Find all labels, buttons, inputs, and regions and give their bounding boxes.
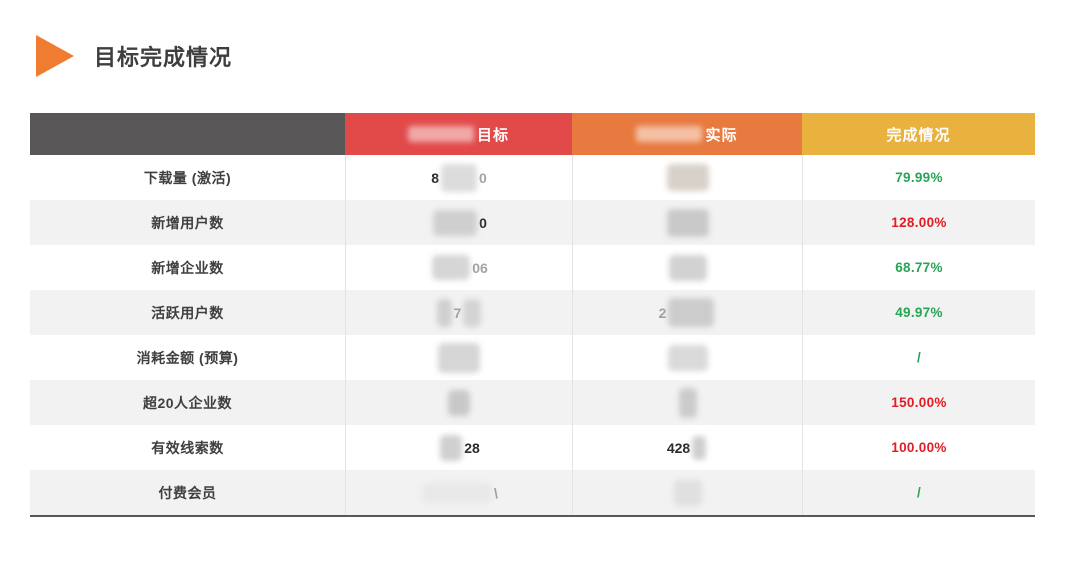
redacted-value — [432, 255, 471, 280]
cell-actual — [572, 155, 802, 200]
redacted-value — [667, 344, 708, 371]
row-label: 新增用户数 — [151, 214, 224, 231]
cell-value: 428 — [666, 439, 691, 456]
redacted-value — [666, 164, 709, 191]
cell-completion: / — [802, 470, 1035, 515]
row-label: 下载量 (激活) — [143, 169, 232, 186]
cell-actual — [572, 335, 802, 380]
cell-value: 7 — [453, 304, 462, 321]
cell-completion: 79.99% — [802, 155, 1035, 200]
cell-completion: / — [802, 335, 1035, 380]
row-label: 有效线索数 — [151, 439, 224, 456]
cell-value: 0 — [479, 214, 487, 231]
row-label: 付费会员 — [158, 484, 217, 501]
cell-completion: 128.00% — [802, 200, 1035, 245]
column-header-actual: 实际 — [572, 113, 802, 155]
column-header-label: 实际 — [705, 126, 738, 144]
table-row: 超20人企业数 150.00% — [30, 380, 1035, 425]
redacted-value — [463, 298, 482, 327]
cell-value: \ — [494, 484, 498, 501]
cell-value: 2 — [658, 304, 667, 321]
table-row: 有效线索数 28 428 100.00% — [30, 425, 1035, 470]
column-header-label: 完成情况 — [886, 126, 951, 144]
row-label: 新增企业数 — [151, 259, 224, 276]
cell-actual — [572, 470, 802, 515]
table-row: 付费会员 \ / — [30, 470, 1035, 515]
redacted-value — [673, 479, 702, 506]
row-label: 消耗金额 (预算) — [136, 349, 239, 366]
cell-target: 7 — [345, 290, 572, 335]
cell-value: 8 — [431, 169, 439, 186]
column-header-completion: 完成情况 — [802, 113, 1035, 155]
cell-actual — [572, 380, 802, 425]
goal-completion-table: 目标 实际 完成情况 下载量 (激活) 8 0 79.99% 新增用户数 0 128.00% 新增… — [30, 113, 1035, 517]
redacted-value — [692, 435, 707, 460]
cell-completion: 68.77% — [802, 245, 1035, 290]
cell-completion: 49.97% — [802, 290, 1035, 335]
redacted-value — [666, 208, 709, 237]
cell-target — [345, 380, 572, 425]
column-header-label: 目标 — [476, 126, 509, 144]
table-body: 下载量 (激活) 8 0 79.99% 新增用户数 0 128.00% 新增企业数 06 68.7… — [30, 155, 1035, 515]
redacted-value — [438, 342, 480, 373]
cell-actual: 2 — [572, 290, 802, 335]
redacted-value — [448, 389, 470, 416]
cell-completion: 100.00% — [802, 425, 1035, 470]
redacted-value — [433, 209, 478, 236]
redacted-header-text — [636, 126, 703, 142]
table-row: 新增用户数 0 128.00% — [30, 200, 1035, 245]
table-header-row: 目标 实际 完成情况 — [30, 113, 1035, 155]
redacted-value — [436, 298, 452, 327]
row-label: 超20人企业数 — [142, 394, 233, 411]
table-row: 新增企业数 06 68.77% — [30, 245, 1035, 290]
cell-value: 06 — [472, 259, 488, 276]
triangle-marker-icon — [36, 35, 74, 77]
table-row: 消耗金额 (预算) / — [30, 335, 1035, 380]
redacted-value — [668, 254, 707, 281]
cell-value: 0 — [479, 169, 487, 186]
redacted-value — [441, 163, 477, 192]
table-row: 下载量 (激活) 8 0 79.99% — [30, 155, 1035, 200]
cell-completion: 150.00% — [802, 380, 1035, 425]
redacted-value — [678, 387, 697, 418]
table-row: 活跃用户数 7 2 49.97% — [30, 290, 1035, 335]
row-label: 活跃用户数 — [151, 304, 224, 321]
redacted-value — [422, 482, 493, 503]
column-header-target: 目标 — [345, 113, 572, 155]
cell-actual — [572, 200, 802, 245]
cell-target: 06 — [345, 245, 572, 290]
cell-actual — [572, 245, 802, 290]
cell-actual: 428 — [572, 425, 802, 470]
cell-target: \ — [345, 470, 572, 515]
redacted-value — [440, 434, 463, 461]
redacted-header-text — [407, 126, 474, 142]
section-header: 目标完成情况 — [36, 35, 1080, 77]
redacted-value — [668, 298, 715, 327]
section-title: 目标完成情况 — [94, 45, 233, 70]
cell-target: 0 — [345, 200, 572, 245]
cell-value: 28 — [464, 439, 480, 456]
cell-target: 28 — [345, 425, 572, 470]
column-header-label — [30, 113, 345, 155]
cell-target — [345, 335, 572, 380]
